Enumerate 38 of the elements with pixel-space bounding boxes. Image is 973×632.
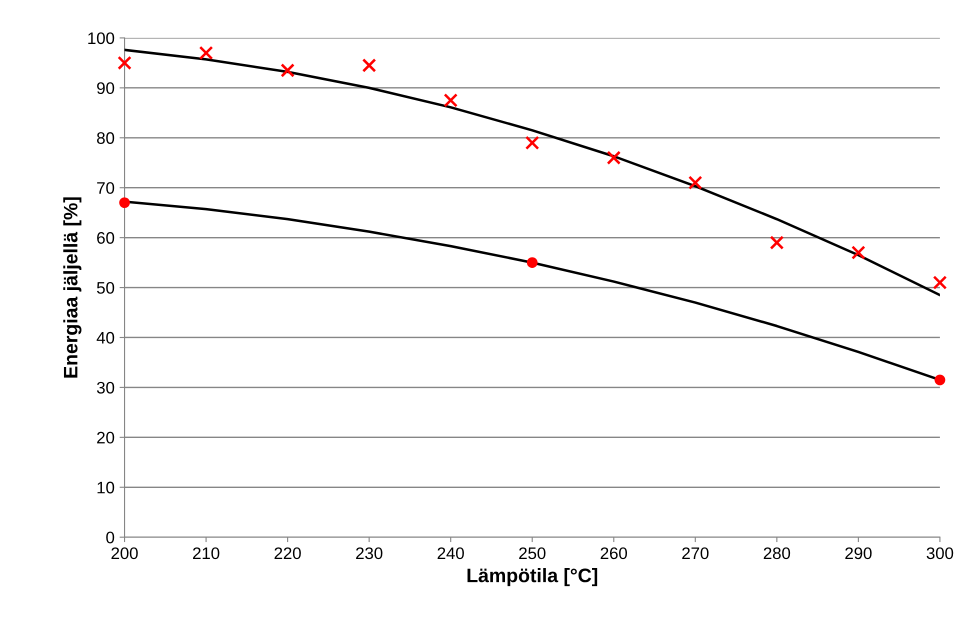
point (606, 150, 621, 165)
y-tick-label: 60 (97, 232, 114, 244)
y-tick-label: 40 (96, 332, 114, 344)
point (688, 176, 702, 190)
point (444, 93, 458, 108)
point (362, 58, 376, 72)
x-tick-label: 300 (926, 547, 954, 560)
point (851, 246, 866, 260)
y-tick-label: 80 (97, 132, 114, 144)
x-tick-label: 250 (519, 547, 546, 560)
x-tick-label: 270 (682, 547, 709, 560)
point (934, 374, 946, 386)
point (932, 276, 947, 290)
x-tick-label: 260 (600, 547, 628, 560)
x-tick-label: 220 (274, 547, 301, 560)
point (526, 257, 538, 268)
x-tick-label: 290 (845, 547, 872, 560)
y-tick-label: 100 (88, 32, 114, 44)
y-axis-title: Energiaa jäljellä [%] (63, 197, 82, 378)
point (525, 136, 540, 150)
y-tick-label: 0 (106, 532, 114, 544)
x-tick-label: 200 (111, 547, 138, 560)
point (117, 56, 132, 70)
x-tick-label: 230 (356, 547, 382, 560)
y-tick-label: 30 (96, 382, 114, 394)
x-axis-title: Lämpötila [°C] (468, 568, 598, 586)
point (199, 46, 214, 60)
y-tick-label: 20 (97, 432, 114, 444)
y-tick-label: 10 (98, 482, 114, 494)
point (280, 63, 295, 78)
x-tick-label: 280 (764, 547, 790, 560)
x-tick-label: 240 (438, 547, 464, 560)
point (119, 197, 130, 208)
y-tick-label: 50 (96, 282, 114, 294)
y-tick-label: 90 (97, 82, 114, 94)
y-tick-label: 70 (97, 182, 114, 194)
point (770, 236, 784, 250)
x-tick-label: 210 (193, 547, 220, 560)
